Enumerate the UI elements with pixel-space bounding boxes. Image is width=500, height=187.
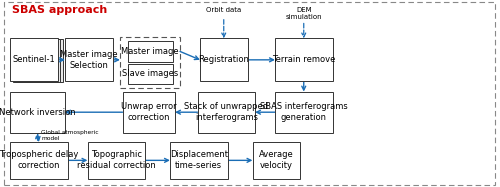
- Text: Terrain remove: Terrain remove: [272, 55, 336, 64]
- FancyBboxPatch shape: [128, 64, 172, 84]
- Text: Topographic
residual correction: Topographic residual correction: [77, 150, 156, 170]
- Text: Network inversion: Network inversion: [0, 108, 76, 117]
- FancyBboxPatch shape: [10, 92, 65, 133]
- Text: Master image
Selection: Master image Selection: [60, 50, 118, 70]
- Text: Orbit data: Orbit data: [206, 7, 242, 13]
- FancyBboxPatch shape: [88, 142, 145, 179]
- FancyBboxPatch shape: [198, 92, 255, 133]
- Text: Unwrap error
correction: Unwrap error correction: [121, 102, 176, 122]
- Text: Registration: Registration: [198, 55, 249, 64]
- Text: Stack of unwrapped
interferograms: Stack of unwrapped interferograms: [184, 102, 268, 122]
- FancyBboxPatch shape: [275, 38, 332, 81]
- Text: SBAS approach: SBAS approach: [12, 5, 108, 15]
- Text: Tropospheric delay
correction: Tropospheric delay correction: [0, 150, 78, 170]
- Text: Global atmospheric
model: Global atmospheric model: [42, 130, 99, 141]
- FancyBboxPatch shape: [128, 41, 172, 62]
- FancyBboxPatch shape: [200, 38, 248, 81]
- FancyBboxPatch shape: [122, 92, 175, 133]
- Text: Average
velocity: Average velocity: [259, 150, 294, 170]
- FancyBboxPatch shape: [275, 92, 332, 133]
- FancyBboxPatch shape: [10, 38, 58, 81]
- Text: SBAS interferograms
generation: SBAS interferograms generation: [260, 102, 348, 122]
- FancyBboxPatch shape: [15, 39, 62, 82]
- Text: DEM
simulation: DEM simulation: [286, 7, 322, 20]
- Text: Slave images: Slave images: [122, 69, 178, 78]
- FancyBboxPatch shape: [170, 142, 228, 179]
- Text: Displacement
time-series: Displacement time-series: [170, 150, 228, 170]
- Text: Sentinel-1: Sentinel-1: [12, 55, 55, 64]
- FancyBboxPatch shape: [252, 142, 300, 179]
- FancyBboxPatch shape: [65, 38, 112, 81]
- FancyBboxPatch shape: [12, 39, 60, 82]
- Text: Master image: Master image: [121, 47, 179, 56]
- FancyBboxPatch shape: [10, 142, 68, 179]
